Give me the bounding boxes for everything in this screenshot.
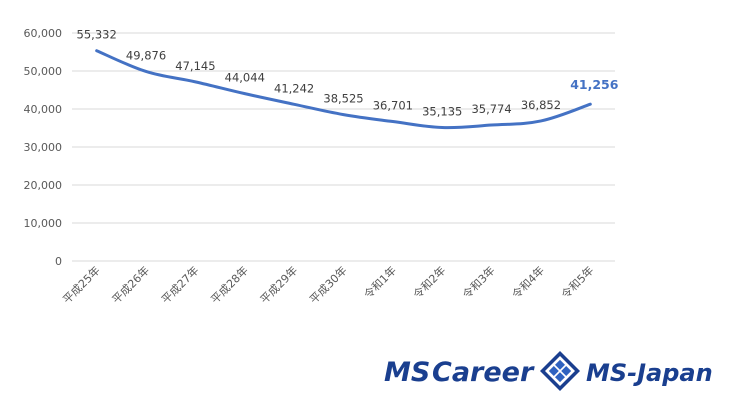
- data-label: 36,852: [521, 98, 561, 112]
- data-label: 41,256: [570, 77, 619, 92]
- line-chart: 0 10,000 20,000 30,000 40,000 50,000 60,000 平成…: [24, 27, 619, 306]
- series-line: [95, 49, 592, 130]
- y-tick-label: 10,000: [24, 217, 63, 230]
- y-tick-label: 50,000: [24, 65, 63, 78]
- x-tick-label: 平成30年: [306, 263, 349, 306]
- x-tick-label: 令和1年: [361, 263, 399, 301]
- data-label: 55,332: [77, 28, 117, 42]
- x-axis-tick-labels: 平成25年 平成26年 平成27年 平成28年 平成29年 平成30年 令和1年 令和2年 令和…: [60, 263, 597, 306]
- data-label: 47,145: [175, 59, 215, 73]
- y-tick-label: 20,000: [24, 179, 63, 192]
- x-tick-label: 令和5年: [558, 263, 596, 301]
- x-tick-label: 平成25年: [60, 263, 103, 306]
- ms-career-logo-career: Career: [432, 357, 535, 388]
- gridlines: [72, 32, 615, 262]
- data-label: 38,525: [323, 92, 363, 106]
- data-labels: 55,332 49,876 47,145 44,044 41,242 38,525 36,7…: [77, 28, 619, 119]
- x-tick-label: 平成29年: [257, 263, 300, 306]
- ms-japan-logo-text: MS-Japan: [586, 359, 713, 387]
- data-label: 35,774: [471, 102, 511, 116]
- data-label: 44,044: [225, 71, 265, 85]
- y-tick-label: 60,000: [24, 27, 63, 40]
- y-tick-label: 40,000: [24, 103, 63, 116]
- ms-career-wordmark: MS Career: [384, 357, 535, 388]
- diamond-mesh-icon: [540, 351, 580, 391]
- x-tick-label: 平成27年: [158, 263, 201, 306]
- data-label: 49,876: [126, 48, 166, 62]
- x-tick-label: 平成26年: [109, 263, 152, 306]
- y-axis-tick-labels: 0 10,000 20,000 30,000 40,000 50,000 60,000: [24, 27, 63, 268]
- x-tick-label: 令和3年: [460, 263, 498, 301]
- x-tick-label: 令和4年: [509, 263, 547, 301]
- ms-career-ms-japan-logo: MS Career MS-Japan: [384, 351, 713, 391]
- x-tick-label: 令和2年: [410, 263, 448, 301]
- ms-career-logo-ms: MS: [384, 357, 430, 388]
- y-tick-label: 0: [55, 255, 62, 268]
- data-label: 35,135: [422, 104, 462, 118]
- y-tick-label: 30,000: [24, 141, 63, 154]
- data-label: 41,242: [274, 81, 314, 95]
- x-tick-label: 平成28年: [208, 263, 251, 306]
- data-label: 36,701: [373, 99, 413, 113]
